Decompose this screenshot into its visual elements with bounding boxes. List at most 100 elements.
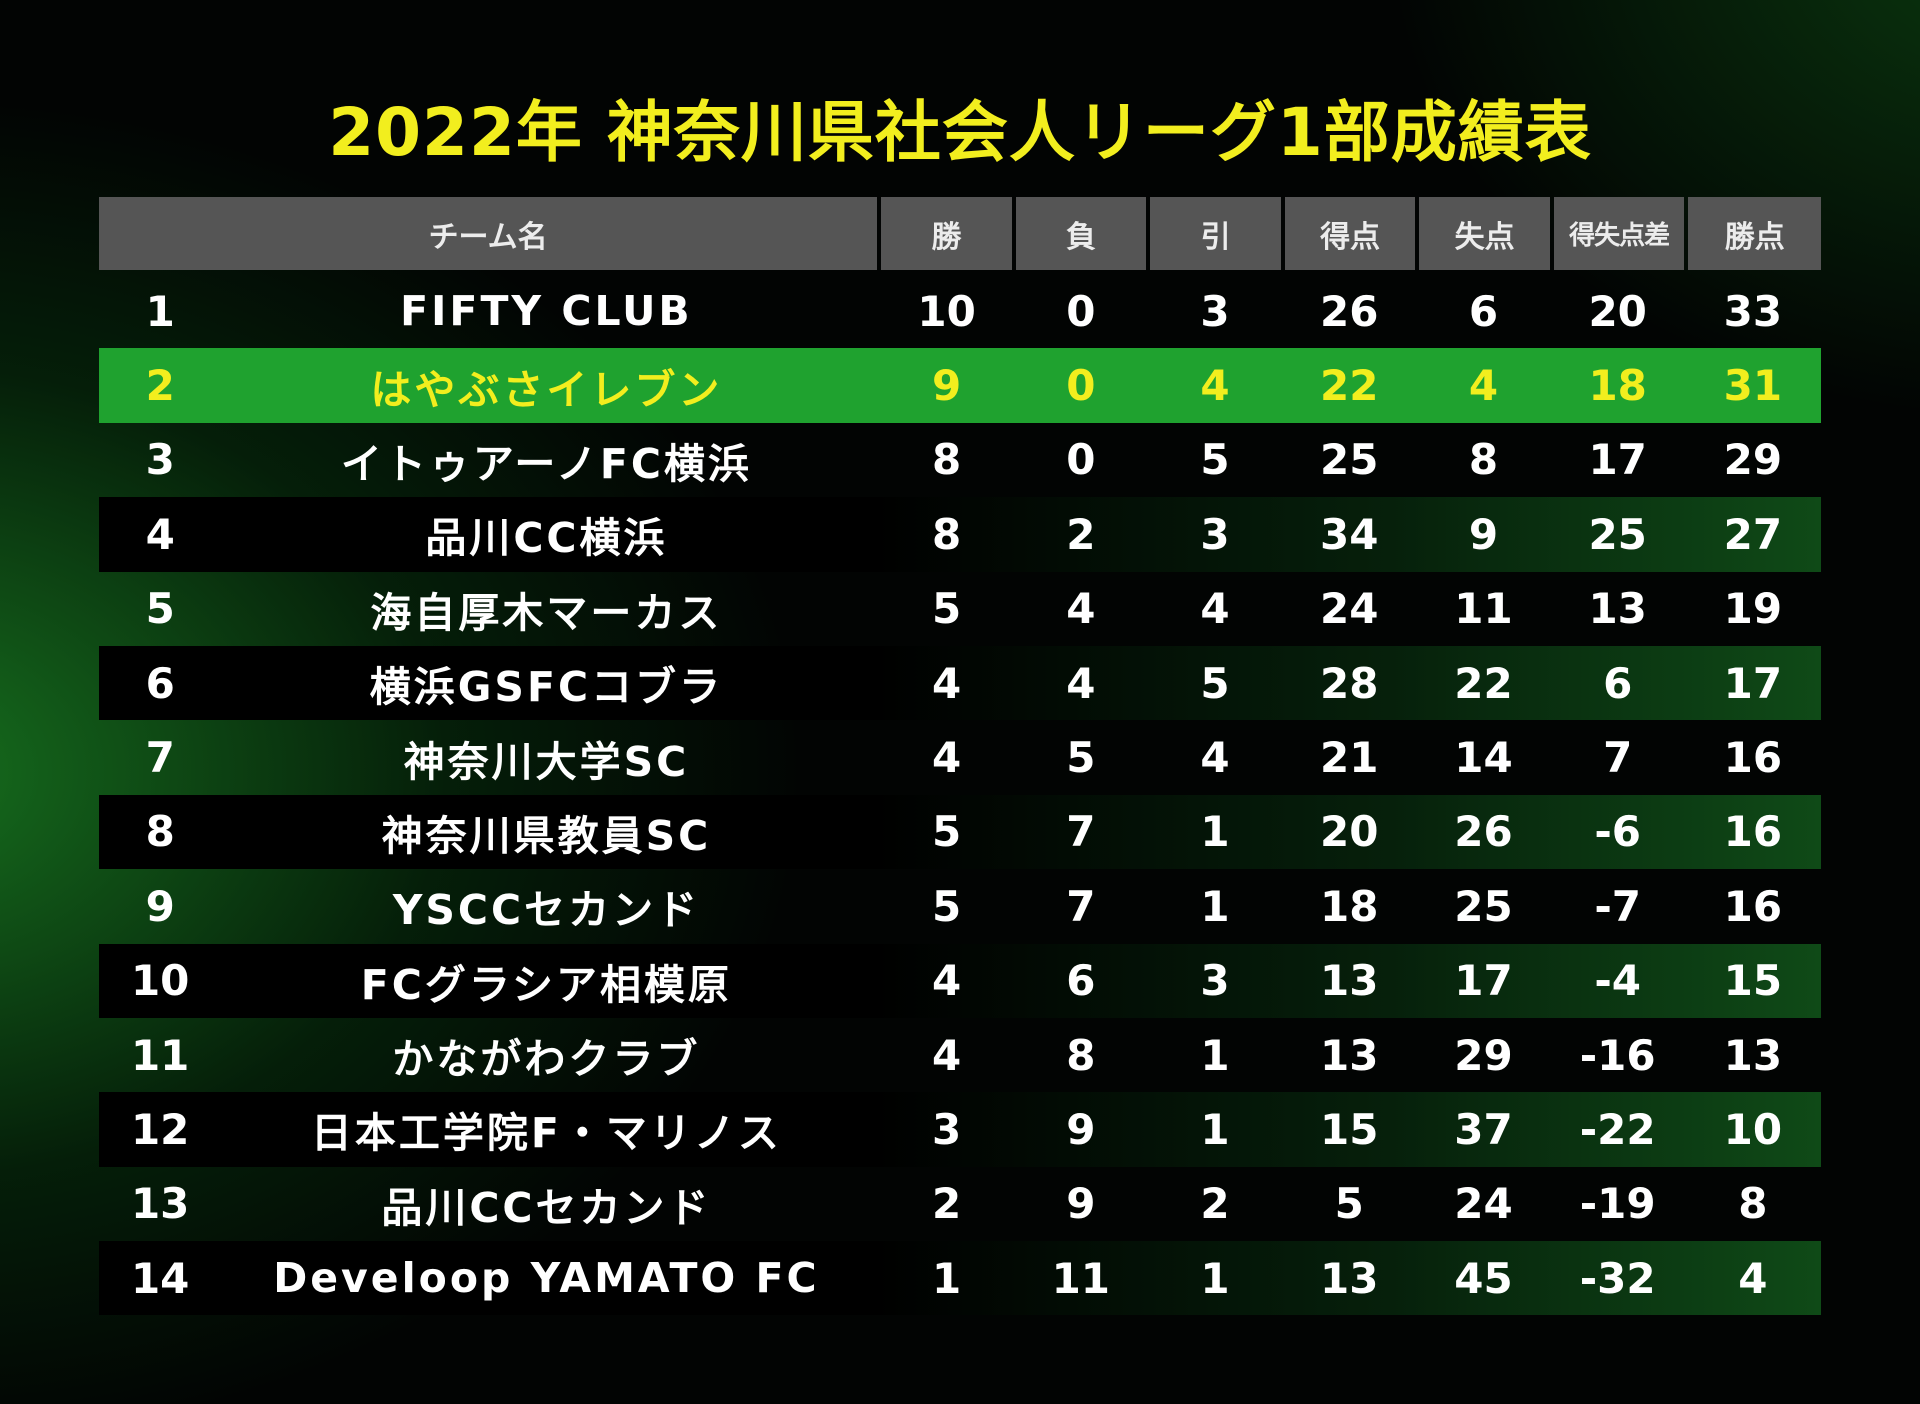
- goals-against-cell: 9: [1468, 509, 1499, 559]
- goal-difference-cell: 25: [1588, 509, 1647, 559]
- goal-difference-cell: 6: [1603, 658, 1633, 708]
- table-row: 10 FCグラシア相模原 4 6 3 13 17 -4 15: [99, 943, 1821, 1018]
- draws-cell: 4: [1200, 584, 1230, 634]
- table-row: 12 日本工学院F・マリノス 3 9 1 15 37 -22 10: [99, 1092, 1821, 1167]
- losses-cell: 4: [1066, 658, 1096, 708]
- wins-cell: 5: [931, 584, 962, 634]
- goals-against-cell: 14: [1454, 733, 1513, 783]
- rank-cell: 13: [130, 1179, 190, 1229]
- rank-cell: 4: [145, 509, 175, 559]
- points-cell: 13: [1723, 1030, 1783, 1080]
- wins-cell: 8: [931, 435, 962, 485]
- rank-cell: 9: [145, 881, 175, 931]
- losses-cell: 11: [1051, 1253, 1111, 1303]
- goals-against-cell: 24: [1454, 1179, 1513, 1229]
- draws-cell: 1: [1200, 807, 1230, 857]
- header-losses: 負: [1015, 197, 1147, 270]
- goals-for-cell: 13: [1320, 1253, 1379, 1303]
- rank-cell: 8: [145, 807, 175, 857]
- points-cell: 16: [1723, 733, 1783, 783]
- goal-difference-cell: 7: [1603, 733, 1633, 783]
- wins-cell: 8: [931, 509, 962, 559]
- team-name-cell: イトゥアーノFC横浜: [340, 439, 753, 488]
- table-row: 5 海自厚木マーカス 5 4 4 24 11 13 19: [99, 572, 1821, 646]
- goals-against-cell: 26: [1454, 807, 1513, 857]
- table-row: 4 品川CC横浜 8 2 3 34 9 25 27: [99, 497, 1821, 572]
- goals-for-cell: 21: [1320, 733, 1379, 783]
- goals-for-cell: 20: [1320, 807, 1379, 857]
- header-goals-for: 得点: [1284, 197, 1416, 270]
- draws-cell: 1: [1200, 881, 1230, 931]
- draws-cell: 4: [1200, 733, 1230, 783]
- goals-for-cell: 13: [1320, 1030, 1379, 1080]
- team-name-cell: FCグラシア相模原: [360, 960, 733, 1009]
- points-cell: 31: [1723, 361, 1783, 411]
- points-cell: 16: [1723, 881, 1783, 931]
- wins-cell: 5: [931, 807, 962, 857]
- goals-for-cell: 5: [1334, 1179, 1364, 1229]
- header-wins: 勝: [881, 197, 1012, 270]
- wins-cell: 4: [931, 1030, 962, 1080]
- rank-cell: 2: [145, 361, 175, 411]
- team-name-cell: はやぶさイレブン: [370, 365, 723, 414]
- rank-cell: 1: [145, 286, 175, 336]
- losses-cell: 5: [1066, 733, 1096, 783]
- team-name-cell: FIFTY CLUB: [400, 287, 693, 336]
- team-name-cell: かながわクラブ: [392, 1035, 701, 1084]
- team-name-cell: Develoop YAMATO FC: [273, 1254, 820, 1303]
- losses-cell: 2: [1066, 509, 1096, 559]
- goals-against-cell: 11: [1454, 584, 1513, 634]
- rank-cell: 14: [130, 1253, 190, 1303]
- goal-difference-cell: -4: [1594, 956, 1642, 1006]
- goals-for-cell: 34: [1320, 509, 1379, 559]
- rank-cell: 11: [130, 1030, 190, 1080]
- goals-against-cell: 6: [1468, 286, 1499, 336]
- header-draws: 引: [1150, 197, 1281, 270]
- wins-cell: 1: [931, 1253, 962, 1303]
- rank-cell: 5: [145, 584, 175, 634]
- rank-cell: 12: [130, 1104, 190, 1154]
- draws-cell: 3: [1200, 509, 1230, 559]
- rank-cell: 7: [145, 733, 175, 783]
- draws-cell: 1: [1200, 1253, 1230, 1303]
- losses-cell: 4: [1066, 584, 1096, 634]
- table-body: 1 FIFTY CLUB 10 0 3 26 6 20 33 2 はやぶさイレブ…: [99, 274, 1821, 1316]
- goal-difference-cell: 17: [1588, 435, 1647, 485]
- table-row: 11 かながわクラブ 4 8 1 13 29 -16 13: [99, 1018, 1821, 1092]
- draws-cell: 1: [1200, 1030, 1230, 1080]
- draws-cell: 3: [1200, 286, 1230, 336]
- losses-cell: 0: [1066, 361, 1096, 411]
- wins-cell: 4: [931, 956, 962, 1006]
- wins-cell: 4: [931, 733, 962, 783]
- team-name-cell: 日本工学院F・マリノス: [310, 1109, 782, 1158]
- points-cell: 16: [1723, 807, 1783, 857]
- page-title: 2022年 神奈川県社会人リーグ1部成績表: [328, 94, 1592, 171]
- goals-for-cell: 26: [1320, 286, 1379, 336]
- goal-difference-cell: 18: [1588, 361, 1647, 411]
- wins-cell: 3: [931, 1104, 962, 1154]
- standings-table: チーム名 勝 負 引 得点 失点 得失点差 勝点 1 FIFTY CLUB 10…: [99, 197, 1821, 1316]
- rank-cell: 10: [130, 956, 190, 1006]
- losses-cell: 9: [1066, 1179, 1096, 1229]
- losses-cell: 7: [1066, 881, 1096, 931]
- goals-for-cell: 25: [1320, 435, 1379, 485]
- draws-cell: 2: [1200, 1179, 1230, 1229]
- goals-for-cell: 28: [1320, 658, 1379, 708]
- wins-cell: 10: [917, 286, 976, 336]
- goals-against-cell: 8: [1468, 435, 1499, 485]
- points-cell: 17: [1723, 658, 1783, 708]
- points-cell: 10: [1723, 1104, 1783, 1154]
- header-goals-against: 失点: [1419, 197, 1550, 270]
- team-name-cell: 神奈川大学SC: [403, 737, 690, 786]
- goals-against-cell: 29: [1454, 1030, 1513, 1080]
- draws-cell: 4: [1200, 361, 1230, 411]
- points-cell: 33: [1723, 286, 1783, 336]
- points-cell: 15: [1723, 956, 1783, 1006]
- losses-cell: 9: [1066, 1104, 1096, 1154]
- team-name-cell: 海自厚木マーカス: [370, 588, 723, 637]
- team-name-cell: YSCCセカンド: [392, 886, 701, 935]
- points-cell: 19: [1723, 584, 1783, 634]
- goals-against-cell: 22: [1454, 658, 1513, 708]
- goals-for-cell: 13: [1320, 956, 1379, 1006]
- wins-cell: 4: [931, 658, 962, 708]
